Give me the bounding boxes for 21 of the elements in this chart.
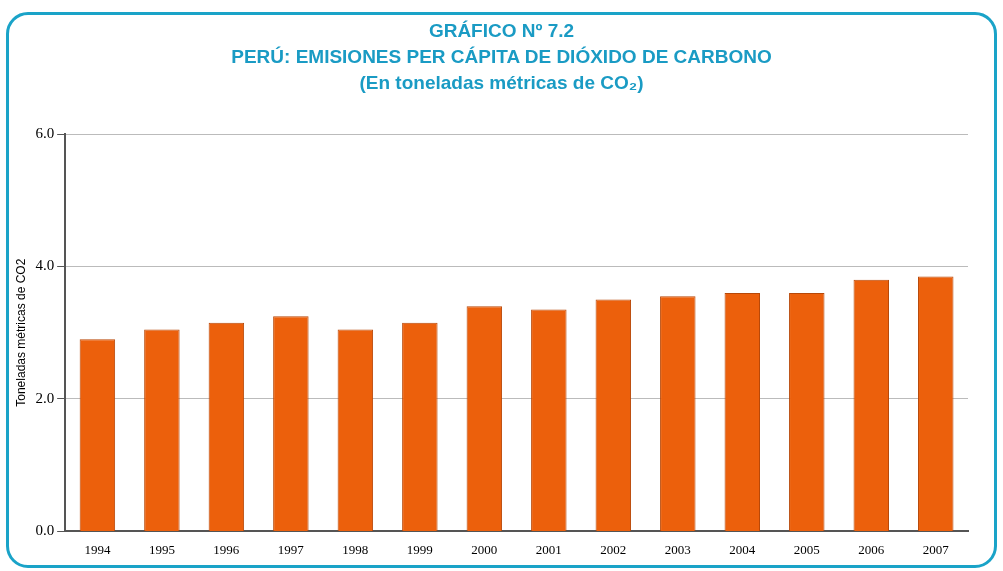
- x-tick-label: 1995: [148, 541, 175, 557]
- y-tick-label: 2.0: [35, 389, 55, 406]
- x-tick-label: 2007: [922, 541, 950, 557]
- y-axis-title: Toneladas métricas de CO2: [13, 258, 28, 407]
- x-tick-label: 1996: [213, 541, 240, 557]
- x-tick-label: 2004: [729, 541, 756, 557]
- x-tick-label: 1997: [277, 541, 305, 557]
- y-tick-label: 6.0: [35, 124, 55, 141]
- x-tick-label: 2006: [858, 541, 885, 557]
- x-tick-label: 2002: [600, 541, 627, 557]
- x-tick-label: 1999: [406, 541, 433, 557]
- x-tick-label: 2003: [664, 541, 691, 557]
- x-tick-label: 1998: [342, 541, 369, 557]
- y-tick-label: 4.0: [35, 257, 55, 274]
- y-tick-label: 0.0: [35, 522, 55, 539]
- chart-title: GRÁFICO Nº 7.2: [427, 19, 576, 43]
- x-tick-label: 2000: [471, 541, 498, 557]
- x-tick-label: 2005: [793, 541, 820, 557]
- x-tick-label: 2001: [535, 541, 562, 557]
- chart-subtitle: PERÚ: EMISIONES PER CÁPITA DE DIÓXIDO DE CARBONO (En toneladas métricas de CO₂): [230, 45, 773, 95]
- x-tick-label: 1994: [84, 541, 111, 557]
